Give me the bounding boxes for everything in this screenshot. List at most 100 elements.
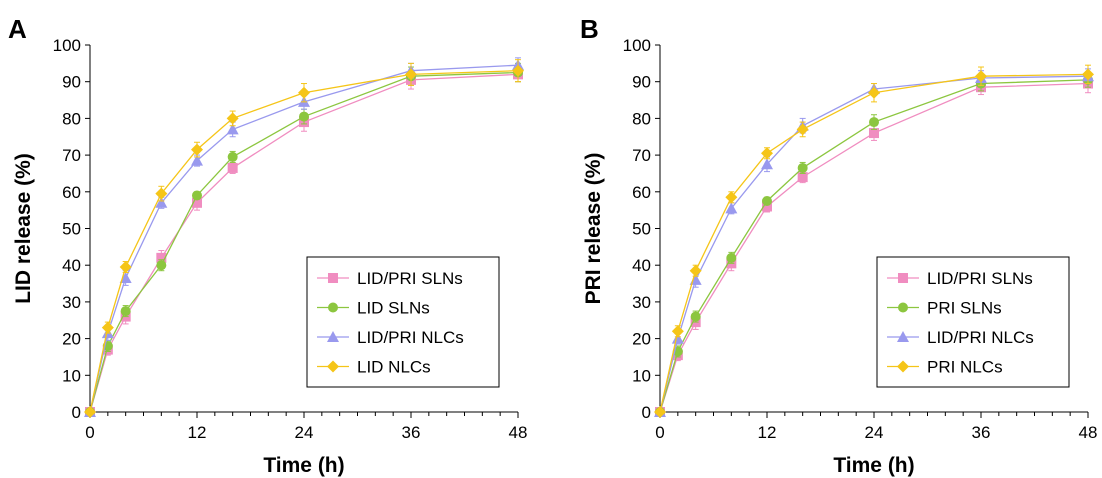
legend-item: LID NLCs xyxy=(317,358,431,377)
panel-label: B xyxy=(580,14,599,44)
panel-label: A xyxy=(8,14,27,44)
x-tick-label: 24 xyxy=(865,423,884,442)
y-tick-label: 100 xyxy=(623,36,651,55)
legend-item: LID/PRI NLCs xyxy=(317,328,464,347)
y-tick-label: 60 xyxy=(632,183,651,202)
data-point xyxy=(689,264,702,277)
data-point xyxy=(762,195,772,206)
y-tick-label: 40 xyxy=(632,256,651,275)
legend-label: LID/PRI SLNs xyxy=(357,269,463,288)
y-tick-label: 90 xyxy=(62,73,81,92)
legend-label: LID/PRI NLCs xyxy=(357,328,464,347)
x-tick-label: 48 xyxy=(1079,423,1098,442)
legend-box xyxy=(876,256,1070,388)
y-tick-label: 10 xyxy=(632,366,651,385)
legend-item: LID/PRI SLNs xyxy=(317,269,463,288)
data-point xyxy=(975,70,987,83)
data-point xyxy=(796,123,809,136)
legend-label: LID/PRI SLNs xyxy=(927,269,1033,288)
data-point xyxy=(226,112,239,125)
data-point xyxy=(119,261,132,274)
legend-marker xyxy=(898,273,908,283)
data-point xyxy=(298,86,310,99)
legend-marker xyxy=(897,360,909,373)
data-point xyxy=(797,162,808,173)
legend-item: LID/PRI SLNs xyxy=(887,269,1033,288)
y-tick-label: 20 xyxy=(632,330,651,349)
data-point xyxy=(868,86,880,99)
y-tick-label: 10 xyxy=(62,366,81,385)
data-point xyxy=(120,306,131,317)
data-point xyxy=(761,147,773,160)
legend-item: LID SLNs xyxy=(317,299,430,318)
y-tick-label: 20 xyxy=(62,330,81,349)
y-tick-label: 90 xyxy=(632,73,651,92)
data-point xyxy=(101,321,114,334)
data-point xyxy=(725,202,738,214)
x-tick-label: 12 xyxy=(188,423,207,442)
x-tick-label: 0 xyxy=(655,423,664,442)
data-point xyxy=(869,128,879,139)
chart-panel-b: B 0 10 20 30 40 50 60 70 80 90 100 0 12 24 36 48 Time (h)… xyxy=(580,14,1097,477)
data-point xyxy=(156,260,167,271)
data-point xyxy=(690,311,701,322)
y-axis-title: PRI release (%) xyxy=(582,153,605,305)
legend-marker xyxy=(327,360,339,373)
series-lid-nlcs xyxy=(84,59,524,418)
data-point xyxy=(725,191,738,204)
y-tick-label: 100 xyxy=(53,36,81,55)
data-point xyxy=(1082,68,1094,81)
data-point xyxy=(155,187,168,200)
legend-box xyxy=(306,256,500,388)
data-point xyxy=(156,252,167,263)
data-point xyxy=(191,154,203,166)
legend-label: LID/PRI NLCs xyxy=(927,328,1034,347)
series-pri-nlcs xyxy=(654,64,1094,418)
data-point xyxy=(671,332,684,344)
x-tick-label: 36 xyxy=(972,423,991,442)
legend-marker xyxy=(328,273,338,283)
y-tick-label: 30 xyxy=(62,293,81,312)
y-tick-label: 50 xyxy=(632,220,651,239)
x-axis-title: Time (h) xyxy=(833,454,914,477)
data-point xyxy=(761,158,773,170)
legend: LID/PRI SLNs LID SLNs LID/PRI NLCs LID NLCs xyxy=(306,256,500,388)
chart-panel-a: A 0 10 20 30 40 50 60 70 80 90 100 0 12 24 36 48 Time (h)… xyxy=(8,14,527,477)
legend-label: LID NLCs xyxy=(357,358,431,377)
legend-label: LID SLNs xyxy=(357,299,430,318)
y-tick-label: 60 xyxy=(62,183,81,202)
legend-item: PRI SLNs xyxy=(887,299,1002,318)
data-point xyxy=(762,201,772,212)
data-point xyxy=(671,325,684,338)
x-tick-label: 36 xyxy=(402,423,421,442)
y-tick-label: 50 xyxy=(62,220,81,239)
legend-marker xyxy=(328,302,338,313)
data-point xyxy=(119,272,132,284)
y-axis-title: LID release (%) xyxy=(12,153,35,304)
data-point xyxy=(654,406,666,418)
legend-label: PRI SLNs xyxy=(927,299,1002,318)
data-point xyxy=(192,190,202,201)
data-point xyxy=(227,162,238,173)
legend-marker xyxy=(898,302,908,313)
x-tick-label: 12 xyxy=(758,423,777,442)
data-point xyxy=(227,151,238,162)
data-point xyxy=(405,68,417,81)
y-tick-label: 70 xyxy=(62,146,81,165)
legend-marker xyxy=(897,331,909,342)
legend-label: PRI NLCs xyxy=(927,358,1003,377)
data-point xyxy=(155,196,168,208)
data-point xyxy=(797,172,808,183)
data-point xyxy=(192,197,202,208)
y-tick-label: 40 xyxy=(62,256,81,275)
data-point xyxy=(226,123,239,135)
x-axis-title: Time (h) xyxy=(263,454,344,477)
x-tick-label: 48 xyxy=(509,423,528,442)
x-tick-label: 0 xyxy=(85,423,94,442)
data-point xyxy=(84,406,96,418)
data-point xyxy=(512,64,524,77)
data-point xyxy=(299,111,309,122)
legend: LID/PRI SLNs PRI SLNs LID/PRI NLCs PRI NLCs xyxy=(876,256,1070,388)
data-point xyxy=(191,143,203,156)
